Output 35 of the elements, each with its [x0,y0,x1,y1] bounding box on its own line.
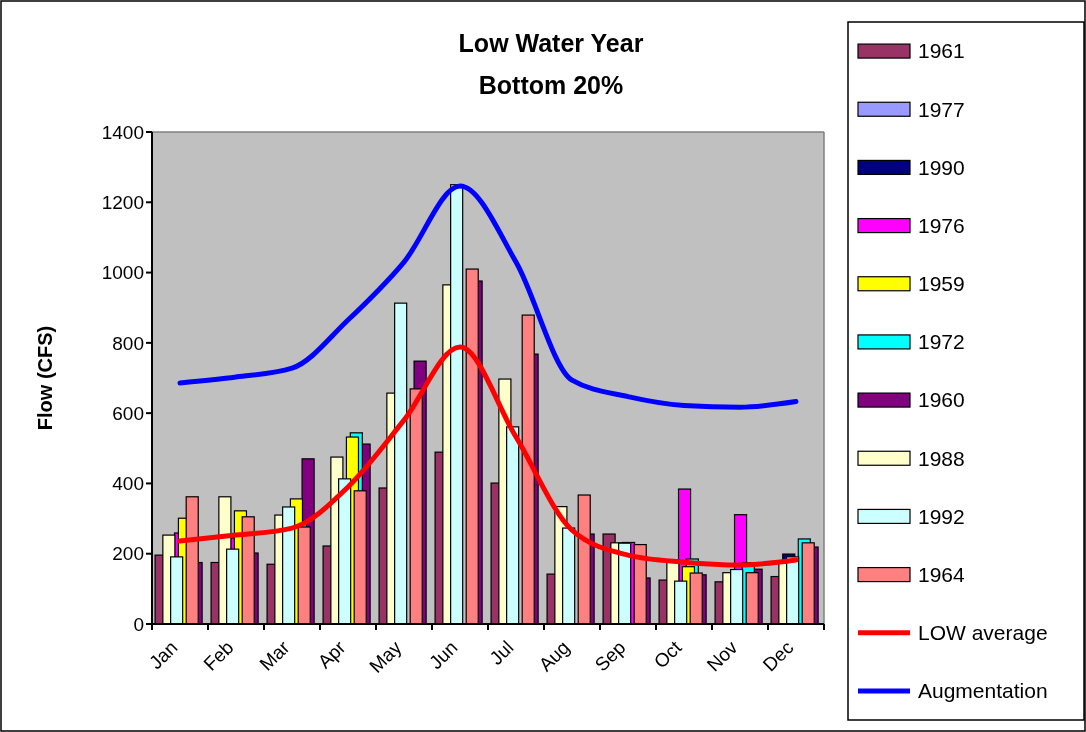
x-tick-label: Aug [534,636,574,676]
y-tick-label: 800 [112,332,144,354]
x-tick-label: Nov [702,636,742,676]
legend-label: 1960 [918,388,965,412]
x-tick-label: Sep [590,636,630,676]
legend-label: 1990 [918,155,965,179]
y-axis-title: Flow (CFS) [34,325,56,431]
legend-label: 1992 [918,504,965,528]
x-tick-label: Jun [425,636,462,674]
y-tick-label: 1000 [101,262,144,284]
legend-label: 1988 [918,446,965,470]
x-tick-label: Jul [485,636,518,669]
y-tick-label: 1200 [101,191,144,213]
x-tick-label: Jan [145,636,182,674]
legend-label: LOW average [918,621,1048,645]
legend-label: 1961 [918,39,965,63]
x-tick-label: Apr [313,636,350,673]
legend-label: Augmentation [918,679,1048,703]
legend-label: 1976 [918,213,965,237]
y-tick-label: 1400 [101,121,144,143]
y-tick-label: 0 [133,613,144,635]
x-tick-label: Feb [199,636,238,675]
legend-label: 1964 [918,562,966,586]
legend-label: 1959 [918,272,965,296]
x-tick-label: Oct [649,636,687,673]
legend-label: 1977 [918,97,965,121]
chart-subtitle: Bottom 20% [478,71,624,99]
x-tick-label: Mar [255,636,294,675]
legend-label: 1972 [918,330,965,354]
chart-title: Low Water Year [458,29,644,57]
y-tick-label: 600 [112,402,144,424]
x-tick-label: May [365,636,406,677]
y-tick-label: 200 [112,543,144,565]
y-tick-label: 400 [112,473,144,495]
x-tick-label: Dec [758,636,798,676]
